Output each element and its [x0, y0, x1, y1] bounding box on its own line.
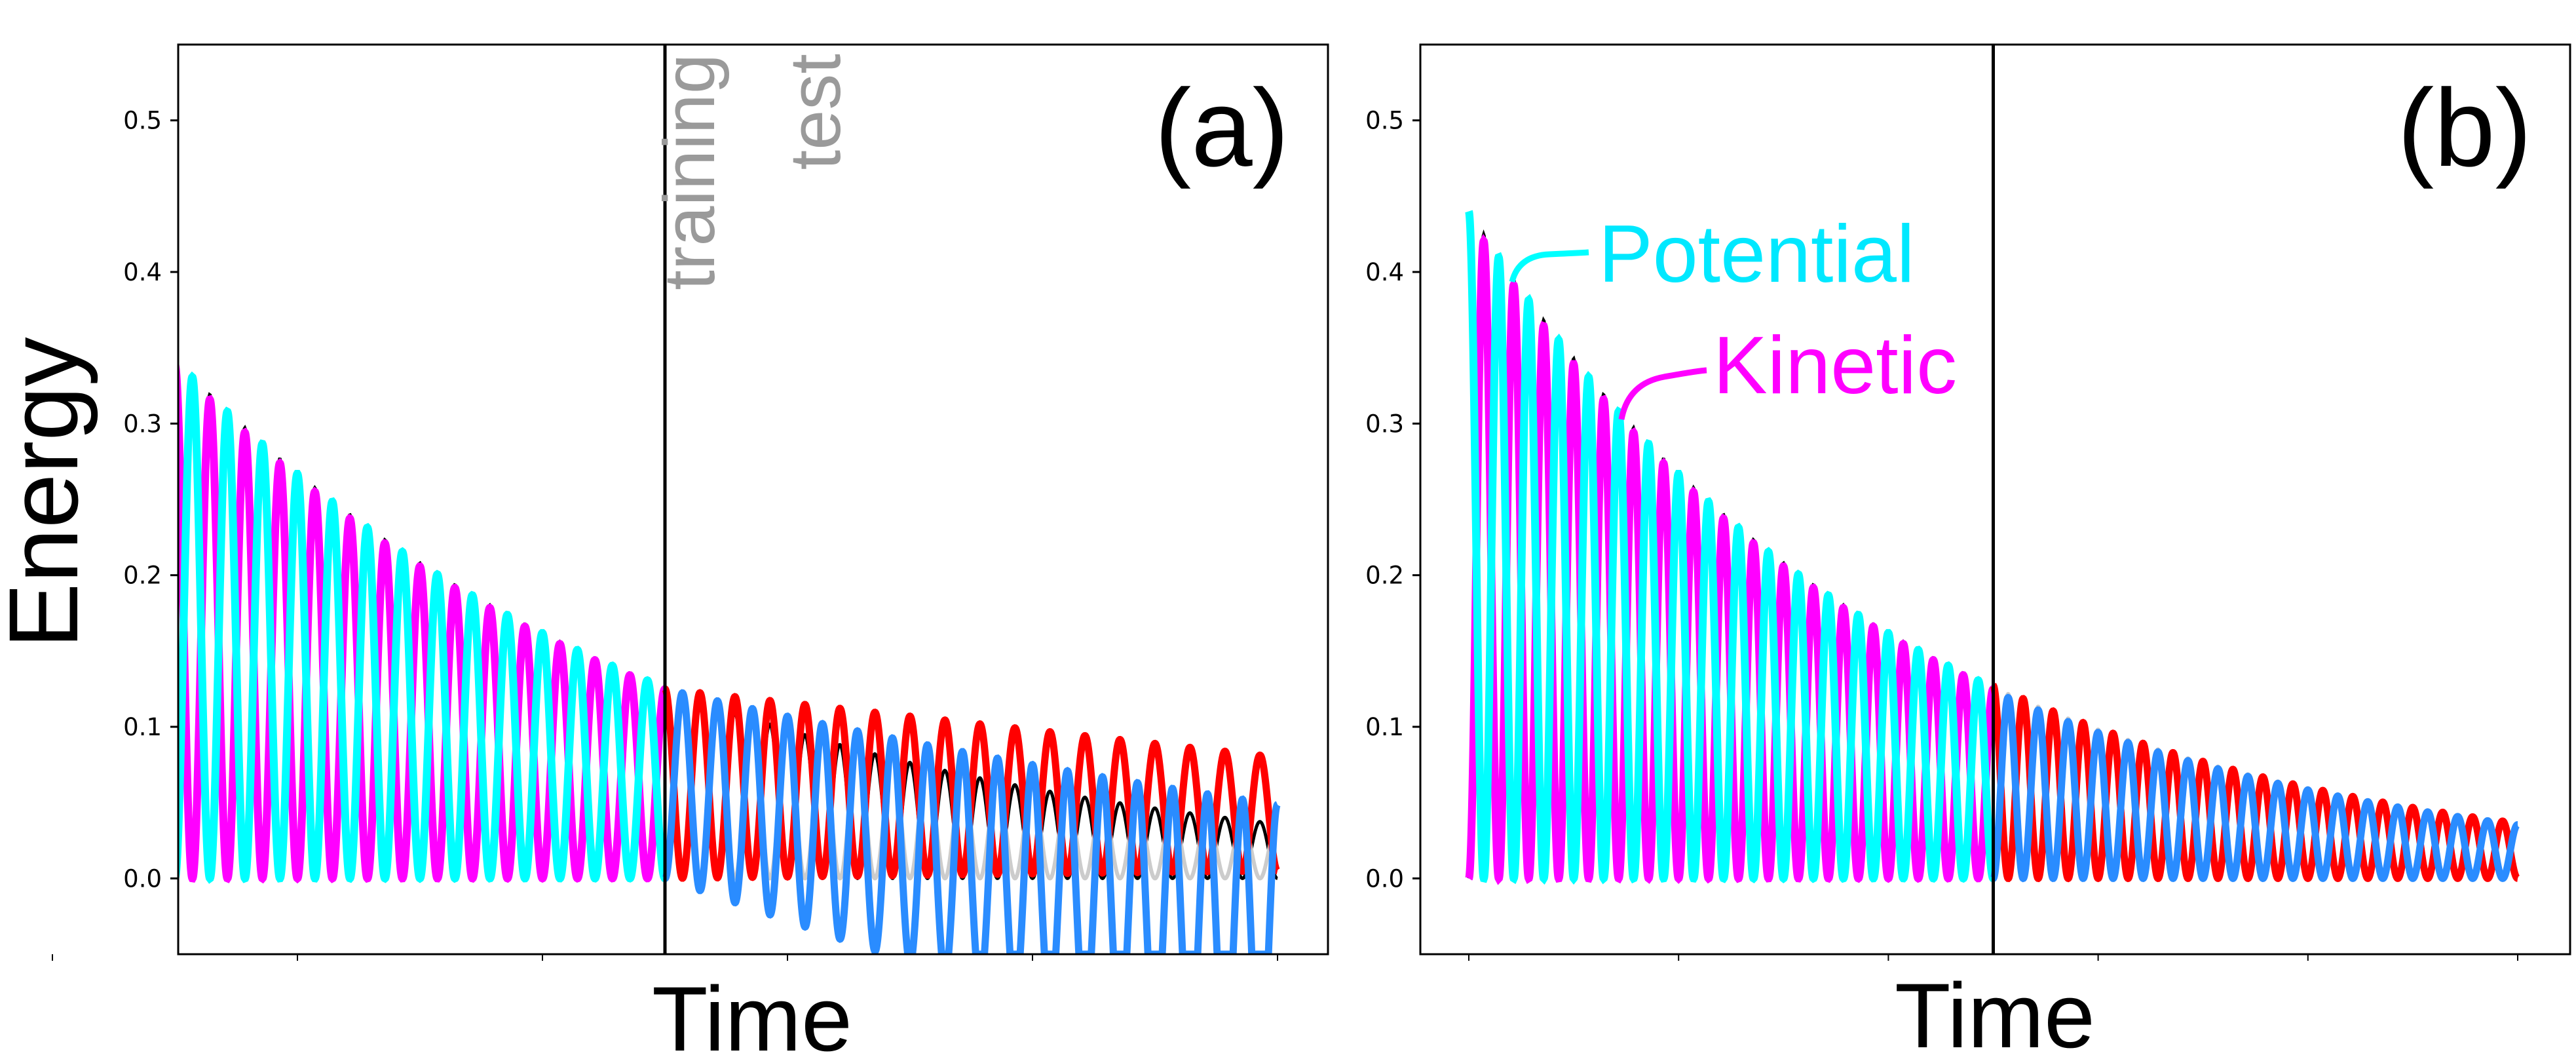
plot-area-b: 0.0 0.1 0.2 0.3 0.4 0.5	[1365, 43, 2571, 961]
kinetic-annotation-line	[1618, 367, 1707, 420]
region-label-test: test	[775, 54, 856, 170]
plot-border-a	[177, 43, 1329, 956]
y-tick-label: 0.4	[123, 258, 162, 286]
region-label-training: training	[649, 54, 730, 290]
y-tick-label: 0.5	[1365, 107, 1404, 135]
plot-border-b	[1419, 43, 2571, 956]
panel-label-b: (b)	[2397, 66, 2531, 189]
panel-b: 0.0 0.1 0.2 0.3 0.4 0.5 (b) Potential Kinetic Ti…	[1365, 43, 2571, 1063]
y-tick-label: 0.1	[1365, 713, 1404, 741]
series-potential-test	[662, 689, 1281, 954]
series-potential-training	[178, 371, 668, 884]
y-tick-label: 0.5	[123, 107, 162, 135]
annotation-potential: Potential	[1599, 209, 1915, 300]
x-axis-label-b: Time	[1895, 964, 2095, 1063]
x-axis-label-a: Time	[652, 967, 852, 1063]
y-tick-label: 0.3	[123, 410, 162, 438]
y-tick-label: 0.4	[1365, 258, 1404, 286]
potential-annotation-line	[1509, 249, 1589, 283]
series-potential-training	[1465, 210, 1997, 885]
y-tick-label: 0.2	[1365, 562, 1404, 590]
y-axis-label: Energy	[0, 337, 98, 648]
plot-area-a: 0.0 0.1 0.2 0.3 0.4 0.5	[52, 43, 1329, 961]
series-potential-test	[1990, 693, 2520, 883]
panel-a: 0.0 0.1 0.2 0.3 0.4 0.5 (a) training test Time	[52, 43, 1329, 1063]
panel-label-a: (a)	[1154, 66, 1289, 189]
annotation-kinetic: Kinetic	[1713, 320, 1957, 411]
y-tick-label: 0.2	[123, 562, 162, 590]
y-tick-label: 0.0	[1365, 864, 1404, 893]
series-group-b	[1465, 210, 2520, 885]
y-tick-label: 0.0	[123, 864, 162, 893]
y-tick-label: 0.1	[123, 713, 162, 741]
y-tick-label: 0.3	[1365, 410, 1404, 438]
